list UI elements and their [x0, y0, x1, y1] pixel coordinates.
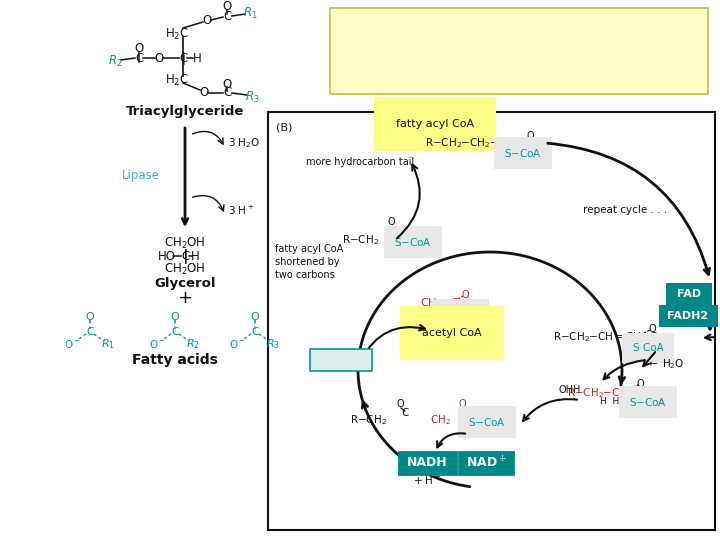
Text: R$-$CH$_2$$-$CH$=$CH$-$C: R$-$CH$_2$$-$CH$=$CH$-$C — [552, 330, 657, 344]
Text: Glycerol: Glycerol — [154, 276, 216, 289]
Text: S$-$CoA: S$-$CoA — [394, 236, 432, 248]
Text: O: O — [636, 379, 644, 389]
Text: acetyl CoA: acetyl CoA — [422, 328, 482, 338]
Text: O: O — [135, 43, 143, 56]
Text: $R_2$: $R_2$ — [108, 53, 122, 69]
Text: C: C — [171, 327, 179, 337]
FancyBboxPatch shape — [310, 349, 372, 371]
Text: en la matriz mitocondrial: en la matriz mitocondrial — [392, 58, 647, 76]
Text: O: O — [199, 86, 209, 99]
Text: fatty acyl CoA: fatty acyl CoA — [396, 119, 474, 129]
Text: HS CoA: HS CoA — [320, 355, 361, 365]
Text: 3 H$^+$: 3 H$^+$ — [228, 204, 255, 217]
FancyBboxPatch shape — [660, 306, 717, 326]
Text: O: O — [462, 290, 469, 300]
Text: C: C — [223, 10, 231, 23]
Text: O: O — [526, 131, 534, 141]
Text: Lipase: Lipase — [122, 168, 160, 181]
Text: $R_2$: $R_2$ — [186, 337, 200, 351]
Text: CH$_2$OH: CH$_2$OH — [164, 235, 206, 251]
Text: O: O — [222, 78, 232, 91]
Text: O: O — [154, 51, 163, 64]
Text: S$-$CoA: S$-$CoA — [441, 309, 479, 321]
Text: CH$_2$: CH$_2$ — [430, 413, 451, 427]
Text: FAD: FAD — [677, 289, 701, 299]
Text: C: C — [86, 327, 94, 337]
Text: CH$_2$OH: CH$_2$OH — [164, 261, 206, 276]
Text: O$^-$: O$^-$ — [228, 338, 246, 350]
Text: S CoA: S CoA — [633, 343, 663, 353]
Text: $R_1$: $R_1$ — [101, 337, 115, 351]
Text: $R_3$: $R_3$ — [245, 90, 259, 105]
Text: C: C — [393, 227, 401, 237]
Text: Fatty acids: Fatty acids — [132, 353, 218, 367]
Text: more hydrocarbon tail: more hydrocarbon tail — [306, 157, 414, 167]
Text: C: C — [251, 327, 259, 337]
FancyBboxPatch shape — [330, 8, 708, 94]
Text: S$-$CoA: S$-$CoA — [468, 416, 506, 428]
Text: O$^-$: O$^-$ — [148, 338, 166, 350]
Text: S$-$CoA: S$-$CoA — [504, 147, 542, 159]
Text: $\mathsf{H_2C}$: $\mathsf{H_2C}$ — [165, 72, 189, 87]
Text: $\leftarrow$ H$_2$O: $\leftarrow$ H$_2$O — [646, 357, 684, 371]
Bar — [268, 112, 715, 530]
Text: $R_1$: $R_1$ — [243, 5, 257, 21]
Text: O$^-$: O$^-$ — [63, 338, 81, 350]
FancyBboxPatch shape — [399, 452, 456, 474]
Text: + H$^+$: + H$^+$ — [413, 474, 441, 487]
Text: O: O — [396, 399, 404, 409]
Text: R$-$CH$_2$: R$-$CH$_2$ — [349, 413, 387, 427]
Text: La β-oxidación de ácidos grasos: La β-oxidación de ácidos grasos — [357, 28, 681, 46]
Text: repeat cycle . . .: repeat cycle . . . — [583, 205, 667, 215]
Text: O: O — [222, 1, 232, 14]
Text: C: C — [223, 86, 231, 99]
Text: R$-$CH$_2$: R$-$CH$_2$ — [341, 233, 379, 247]
Text: 3 H$_2$O: 3 H$_2$O — [228, 136, 261, 150]
Text: O: O — [86, 312, 94, 322]
Text: OHH: OHH — [559, 385, 581, 395]
FancyBboxPatch shape — [459, 452, 513, 474]
Text: R$-$CH$_2$$-$C$-$C$-$C: R$-$CH$_2$$-$C$-$C$-$C — [567, 386, 652, 400]
Text: R$-$CH$_2$$-$CH$_2$$-$CH$_2$$-$C: R$-$CH$_2$$-$CH$_2$$-$CH$_2$$-$C — [425, 136, 536, 150]
Text: fatty acyl CoA
shortened by
two carbons: fatty acyl CoA shortened by two carbons — [275, 244, 343, 280]
Text: C: C — [464, 408, 472, 418]
Text: O: O — [251, 312, 259, 322]
Text: H  H: H H — [600, 397, 620, 407]
Text: O: O — [648, 324, 656, 334]
Text: C: C — [181, 249, 189, 262]
Text: C: C — [401, 408, 409, 418]
Text: S$-$CoA: S$-$CoA — [629, 396, 667, 408]
Text: O: O — [202, 14, 212, 26]
Text: CH$_3$$-$C: CH$_3$$-$C — [420, 296, 460, 310]
Text: (B): (B) — [276, 122, 292, 132]
Text: Triacylglyceride: Triacylglyceride — [126, 105, 244, 118]
Text: NADH: NADH — [407, 456, 447, 469]
Text: O: O — [387, 217, 395, 227]
Text: HO: HO — [158, 249, 176, 262]
Text: +: + — [178, 289, 192, 307]
Text: C: C — [135, 51, 143, 64]
Text: O: O — [458, 399, 466, 409]
FancyBboxPatch shape — [667, 284, 711, 304]
Text: H: H — [191, 249, 199, 262]
Text: NAD$^+$: NAD$^+$ — [466, 455, 506, 471]
Text: H: H — [193, 51, 202, 64]
Text: $\mathsf{H_2C}$: $\mathsf{H_2C}$ — [165, 26, 189, 42]
Text: C: C — [179, 51, 187, 64]
Text: FADH2: FADH2 — [667, 311, 708, 321]
Text: O: O — [171, 312, 179, 322]
Text: $R_3$: $R_3$ — [266, 337, 280, 351]
